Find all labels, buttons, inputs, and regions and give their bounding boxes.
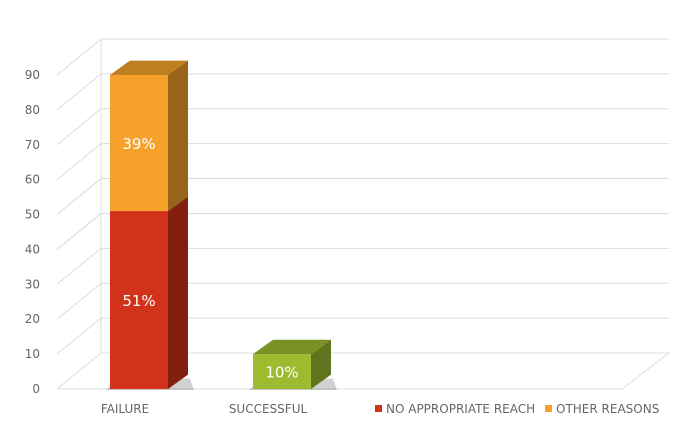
gridline-side [56, 247, 102, 285]
legend: NO APPROPRIATE REACH OTHER REASONS [375, 402, 659, 416]
y-tick-label: 40 [25, 242, 40, 256]
y-tick-label: 80 [25, 103, 40, 117]
gridline-side [56, 352, 102, 390]
grid [56, 38, 670, 390]
gridline-side [56, 178, 102, 215]
bar-segment [110, 211, 168, 389]
x-tick-label: SUCCESSFUL [229, 402, 308, 416]
y-tick-label: 90 [25, 68, 40, 82]
gridline-side [56, 143, 102, 181]
y-axis: 0 10 20 30 40 50 60 70 80 90 [25, 68, 40, 396]
y-tick-label: 0 [32, 382, 40, 396]
gridline-side [56, 108, 102, 146]
bars: 51% 39% 10% [106, 60, 337, 390]
x-axis: FAILURE SUCCESSFUL [101, 402, 308, 416]
gridline-side [56, 317, 102, 355]
bar-segment-side [311, 339, 331, 389]
y-tick-label: 60 [25, 173, 40, 187]
data-label: 10% [265, 364, 298, 382]
y-tick-label: 30 [25, 277, 40, 291]
y-tick-label: 10 [25, 347, 40, 361]
data-label: 51% [122, 292, 155, 310]
gridline-side [56, 38, 102, 76]
bar-segment-side [168, 196, 188, 389]
bar-segment-top [253, 339, 331, 355]
legend-label: NO APPROPRIATE REACH [386, 402, 535, 416]
gridline-side [56, 213, 102, 250]
legend-label: OTHER REASONS [556, 402, 659, 416]
legend-swatch [545, 405, 552, 412]
floor-right-edge [621, 352, 670, 390]
data-label: 39% [122, 135, 155, 153]
y-tick-label: 70 [25, 138, 40, 152]
gridline-side [56, 73, 102, 111]
bar-segment-side [168, 60, 188, 212]
y-tick-label: 50 [25, 208, 40, 222]
y-tick-label: 20 [25, 312, 40, 326]
legend-swatch [375, 405, 382, 412]
bar-segment [253, 354, 311, 389]
x-tick-label: FAILURE [101, 402, 149, 416]
bar-segment [110, 75, 168, 212]
gridline-side [56, 282, 102, 320]
bar-segment-top [110, 60, 188, 75]
